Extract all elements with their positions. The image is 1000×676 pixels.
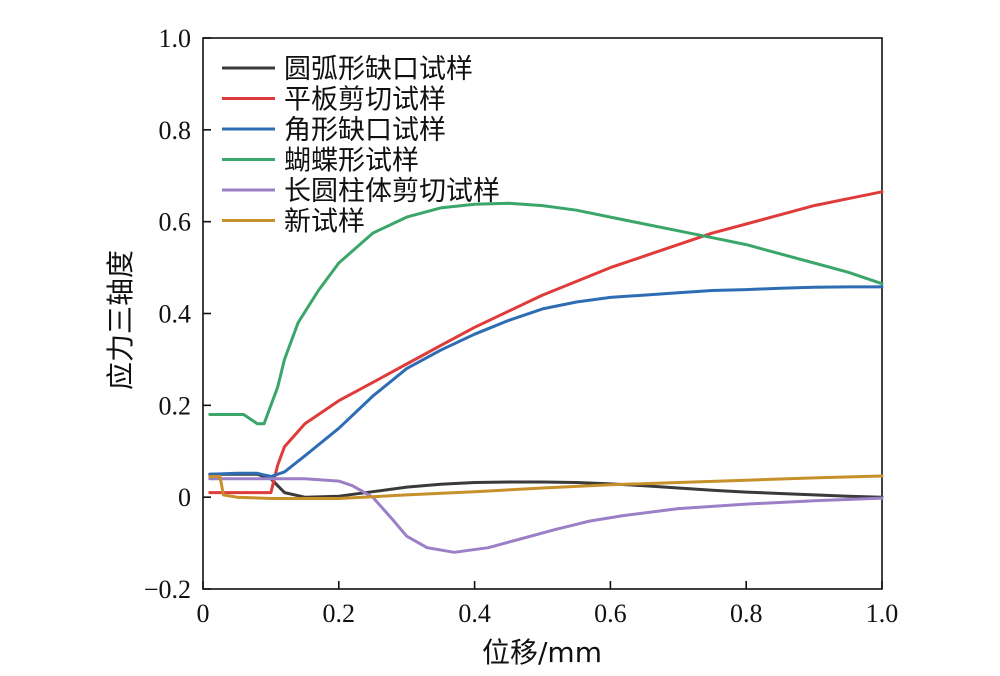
legend-label-3: 角形缺口试样 <box>284 115 446 146</box>
series-line-4 <box>208 201 884 426</box>
y-tick-label: 0.2 <box>159 391 192 420</box>
x-tick-label: 0 <box>197 599 210 628</box>
y-tick-label: 0.4 <box>159 300 192 329</box>
x-tick-label: 0.6 <box>594 599 627 628</box>
x-axis-label: 位移/mm <box>482 636 602 669</box>
x-tick-label: 0.8 <box>730 599 763 628</box>
legend-label-5: 长圆柱体剪切试样 <box>284 176 500 207</box>
series-line-6 <box>208 474 884 500</box>
y-tick-label: −0.2 <box>144 575 191 604</box>
y-tick-label: 0.8 <box>159 116 192 145</box>
series-line-3 <box>208 285 884 478</box>
x-tick-label: 0.4 <box>458 599 491 628</box>
x-tick-label: 1.0 <box>866 599 899 628</box>
axis-ticks: 0 0.2 0.4 0.6 0.8 1.0−0.200.20.40.60.81.0 <box>144 24 898 628</box>
y-tick-label: 1.0 <box>159 24 192 53</box>
series-line-2 <box>208 190 884 495</box>
legend-label-1: 圆弧形缺口试样 <box>284 54 473 85</box>
series-lines <box>208 190 884 554</box>
legend-label-2: 平板剪切试样 <box>284 85 446 116</box>
y-tick-label: 0 <box>178 483 191 512</box>
legend-label-4: 蝴蝶形试样 <box>284 146 419 177</box>
series-line-5 <box>208 477 884 554</box>
y-tick-label: 0.6 <box>159 208 192 237</box>
x-tick-label: 0.2 <box>323 599 356 628</box>
series-line-1 <box>208 472 884 499</box>
legend-label-6: 新试样 <box>284 207 365 238</box>
y-axis-label: 应力三轴度 <box>104 250 137 390</box>
